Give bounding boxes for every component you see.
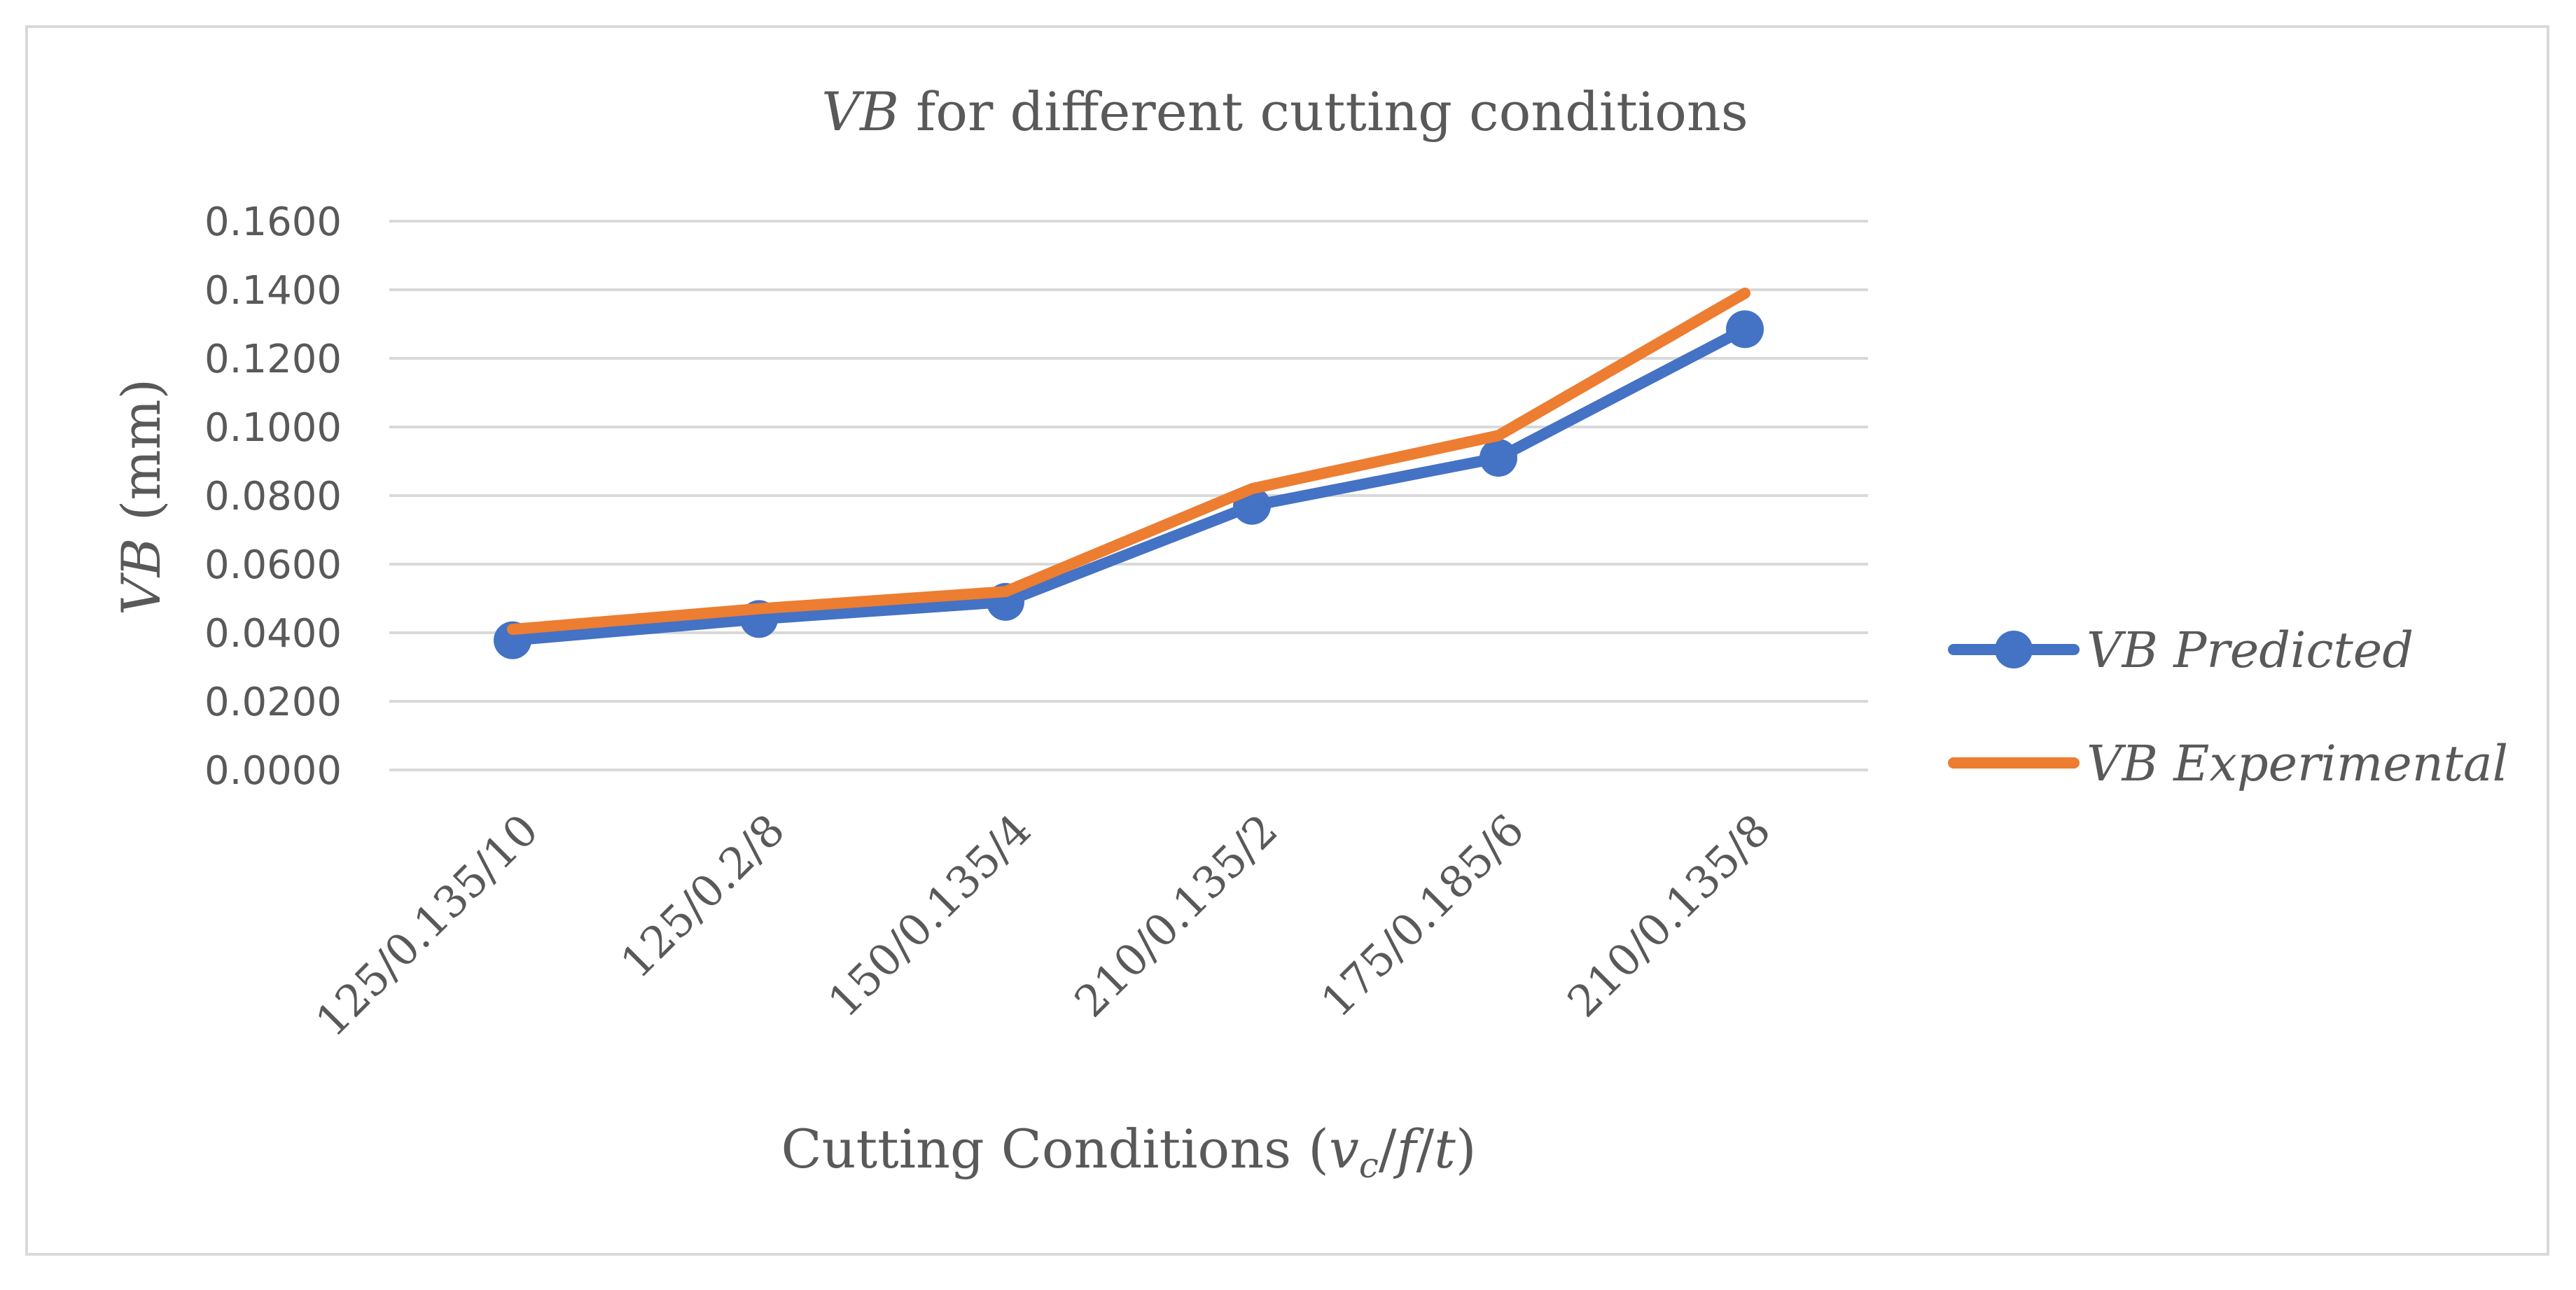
x-tick-label: 125/0.135/10: [305, 804, 548, 1046]
series-line-predicted: [507, 323, 1750, 646]
legend-item-experimental: VB Experimental: [1948, 735, 2508, 792]
y-tick-label: 0.1600: [204, 199, 342, 245]
legend-label-predicted: VB Predicted: [2087, 622, 2414, 679]
y-tick-label: 0.1000: [204, 405, 342, 451]
data-point-predicted: [1726, 310, 1764, 349]
y-axis-title: VB (mm): [110, 379, 172, 615]
y-tick-label: 0.0400: [204, 611, 342, 657]
series-group: [494, 287, 1764, 659]
y-tick-label: 0.0200: [204, 680, 342, 725]
y-tick-label: 0.1200: [204, 337, 342, 382]
y-tick-label: 0.0000: [204, 748, 342, 794]
x-tick-label: 210/0.135/8: [1557, 804, 1780, 1027]
x-tick-label: 175/0.185/6: [1311, 804, 1533, 1027]
x-tick-label: 210/0.135/2: [1064, 804, 1287, 1027]
series-line-experimental: [507, 287, 1750, 636]
y-tick-label: 0.1400: [204, 268, 342, 314]
gridlines: [389, 220, 1868, 771]
x-axis-tick-labels: 125/0.135/10 125/0.2/8 150/0.135/4 210/0.13…: [305, 804, 1780, 1046]
chart-frame: [25, 25, 2549, 1256]
y-tick-label: 0.0800: [204, 474, 342, 519]
y-axis-tick-labels: 0.0000 0.0200 0.0400 0.0600 0.0800 0.1000 0.12…: [204, 199, 342, 794]
chart-title: VB for different cutting conditions: [821, 80, 1748, 143]
legend-item-predicted: VB Predicted: [1948, 622, 2414, 679]
legend-label-experimental: VB Experimental: [2087, 735, 2508, 792]
legend-marker-predicted: [1995, 631, 2033, 668]
y-tick-label: 0.0600: [204, 542, 342, 588]
legend: VB Predicted VB Experimental: [1948, 622, 2508, 792]
data-point-predicted: [1480, 439, 1517, 477]
x-tick-label: 150/0.135/4: [818, 804, 1040, 1027]
x-axis-title: Cutting Conditions (vc/f/t): [781, 1118, 1477, 1186]
x-tick-label: 125/0.2/8: [611, 804, 794, 988]
